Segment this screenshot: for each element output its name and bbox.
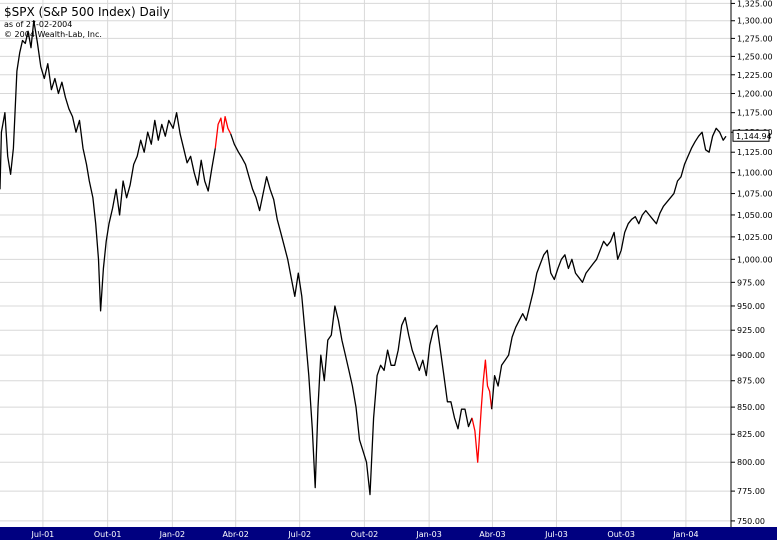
last-value-box [732,129,770,142]
y-tick-label: 900.00 [737,351,765,360]
price-line [491,127,727,410]
x-tick-label: Abr-03 [479,530,505,539]
y-tick-label: 1,075.00 [737,190,773,199]
y-tick-label: 1,225.00 [737,71,773,80]
grid [0,0,731,527]
y-tick-label: 875.00 [737,377,765,386]
y-tick-label: 850.00 [737,403,765,412]
y-tick-label: 925.00 [737,326,765,335]
x-tick-label: Out-03 [607,530,635,539]
price-line [230,133,473,496]
x-tick-label: Jul-02 [287,530,311,539]
price-line [214,115,232,149]
last-value-marker: 1,144.94 [732,129,772,142]
y-tick-label: 1,050.00 [737,211,773,220]
y-tick-label: 775.00 [737,487,765,496]
y-tick-label: 800.00 [737,458,765,467]
price-line [0,20,216,312]
x-tick-label: Jan-04 [672,530,698,539]
last-value-label: 1,144.94 [736,132,772,141]
y-tick-label: 1,175.00 [737,109,773,118]
x-tick-label: Jul-03 [544,530,568,539]
y-tick-label: 750.00 [737,517,765,526]
y-tick-label: 1,250.00 [737,52,773,61]
x-tick-label: Jan-03 [415,530,441,539]
y-tick-label: 1,025.00 [737,233,773,242]
x-tick-label: Jan-02 [159,530,185,539]
x-tick-label: Jul-01 [31,530,55,539]
y-tick-label: 825.00 [737,430,765,439]
x-tick-label: Abr-02 [222,530,248,539]
y-tick-label: 1,300.00 [737,17,773,26]
y-tick-label: 975.00 [737,278,765,287]
as-of-date: as of 27-02-2004 [4,20,72,29]
date-axis-bar [0,527,777,540]
y-axis: 1,325.00 1,300.00 1,275.00 1,250.00 1,225.00… [731,0,773,526]
price-line [471,359,493,463]
y-tick-label: 1,100.00 [737,169,773,178]
x-axis: Jul-01 Out-01 Jan-02 Abr-02 Jul-02 Out-02 Jan-… [31,530,699,539]
y-tick-label: 1,000.00 [737,255,773,264]
chart-title: $SPX (S&P 500 Index) Daily [4,5,170,19]
x-tick-label: Out-01 [94,530,122,539]
x-tick-label: Out-02 [351,530,379,539]
y-tick-label: 1,325.00 [737,0,773,8]
price-series [0,20,727,496]
y-tick-label: 1,275.00 [737,34,773,43]
y-tick-label: 950.00 [737,302,765,311]
y-tick-label: 1,125.00 [737,148,773,157]
y-tick-label: 1,200.00 [737,90,773,99]
copyright-notice: © 2004 Wealth-Lab, Inc. [4,30,102,39]
